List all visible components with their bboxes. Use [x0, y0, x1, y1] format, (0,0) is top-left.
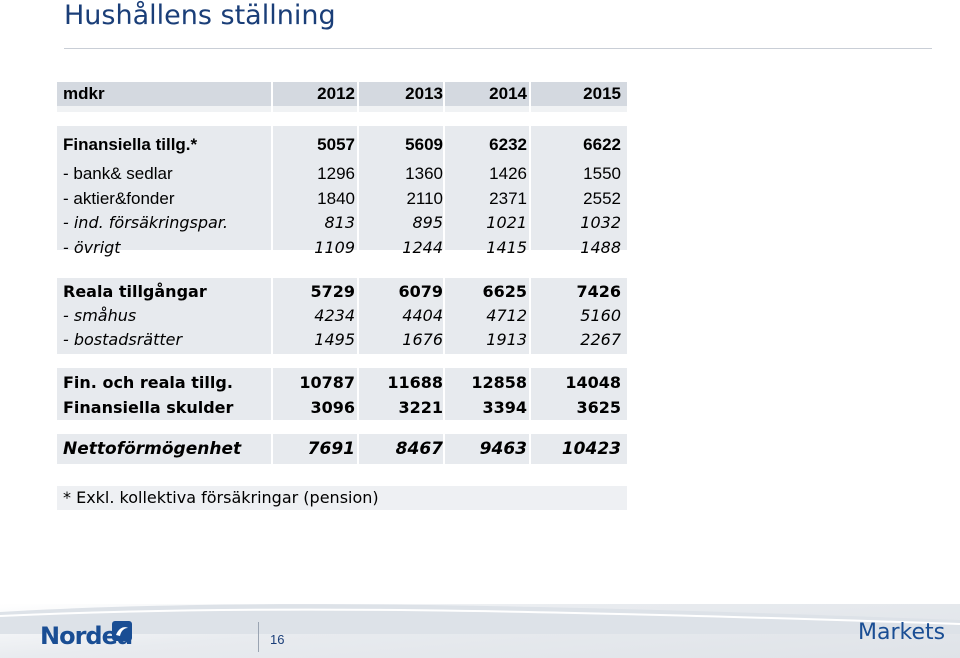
table-row: - aktier&fonder 1840 2110 2371 2552 [57, 188, 627, 210]
column-divider [443, 82, 445, 486]
table-row: Finansiella skulder 3096 3221 3394 3625 [57, 397, 627, 419]
row-value: 10423 [561, 439, 621, 459]
table-row: Reala tillgångar 5729 6079 6625 7426 [57, 281, 627, 303]
row-value: 12858 [471, 373, 527, 392]
row-label: Fin. och reala tillg. [63, 373, 233, 392]
row-label: - övrigt [63, 238, 121, 257]
row-value: 5057 [317, 135, 355, 154]
column-divider [271, 82, 273, 486]
row-value: 3221 [398, 398, 443, 417]
row-value: 3096 [310, 398, 355, 417]
row-label: - bostadsrätter [63, 330, 183, 349]
column-divider [357, 82, 359, 486]
header-2013: 2013 [405, 84, 443, 103]
row-value: 9463 [479, 439, 527, 459]
row-value: 1360 [405, 164, 443, 183]
row-value: 5729 [310, 282, 355, 301]
table-row: Nettoförmögenhet 7691 8467 9463 10423 [57, 438, 627, 460]
row-value: 3394 [482, 398, 527, 417]
table-row: Fin. och reala tillg. 10787 11688 12858 … [57, 372, 627, 394]
row-value: 2267 [580, 330, 621, 349]
markets-logo: Markets [858, 620, 946, 645]
row-value: 1244 [402, 238, 443, 257]
row-value: 1021 [486, 213, 527, 232]
financial-assets-band [57, 126, 627, 250]
header-label: mdkr [63, 84, 105, 103]
row-value: 1495 [314, 330, 355, 349]
row-value: 2110 [406, 189, 443, 208]
row-value: 8467 [395, 439, 443, 459]
row-label: - ind. försäkringspar. [63, 213, 228, 232]
nordea-logo-icon [112, 621, 132, 641]
row-label: - småhus [63, 306, 137, 325]
title-divider [64, 48, 932, 49]
table-row: - övrigt 1109 1244 1415 1488 [57, 237, 627, 259]
row-label: Finansiella tillg.* [63, 135, 198, 154]
table-row: - bank& sedlar 1296 1360 1426 1550 [57, 163, 627, 185]
page-title: Hushållens ställning [64, 0, 336, 31]
row-value: 10787 [299, 373, 355, 392]
net-worth-band [57, 434, 627, 464]
row-value: 1032 [580, 213, 621, 232]
row-label: Reala tillgångar [63, 282, 207, 301]
table-row: Finansiella tillg.* 5057 5609 6232 6622 [57, 134, 627, 156]
row-value: 813 [324, 213, 355, 232]
column-divider [529, 82, 531, 486]
table-row: - ind. försäkringspar. 813 895 1021 1032 [57, 212, 627, 234]
row-value: 1296 [317, 164, 355, 183]
footer-swoosh [0, 604, 960, 634]
footnote-band: * Exkl. kollektiva försäkringar (pension… [57, 486, 627, 510]
row-value: 11688 [387, 373, 443, 392]
row-value: 4234 [314, 306, 355, 325]
row-value: 7691 [307, 439, 355, 459]
separator [57, 106, 627, 112]
row-value: 14048 [565, 373, 621, 392]
header-2012: 2012 [317, 84, 355, 103]
row-value: 1426 [489, 164, 527, 183]
totals-band [57, 368, 627, 420]
row-label: Nettoförmögenhet [63, 439, 242, 459]
row-value: 2552 [583, 189, 621, 208]
row-value: 1676 [402, 330, 443, 349]
table-header-band [57, 82, 627, 106]
page-number: 16 [270, 632, 285, 647]
table-row: - bostadsrätter 1495 1676 1913 2267 [57, 329, 627, 351]
page-divider [258, 622, 259, 652]
row-value: 1415 [486, 238, 527, 257]
row-value: 1913 [486, 330, 527, 349]
row-value: 6079 [398, 282, 443, 301]
row-label: - bank& sedlar [63, 164, 173, 183]
table-row: - småhus 4234 4404 4712 5160 [57, 305, 627, 327]
header-2015: 2015 [583, 84, 621, 103]
row-label: Finansiella skulder [63, 398, 234, 417]
row-value: 1840 [317, 189, 355, 208]
table-header-row: mdkr 2012 2013 2014 2015 [57, 83, 627, 105]
row-value: 3625 [576, 398, 621, 417]
row-value: 2371 [489, 189, 527, 208]
row-value: 5160 [580, 306, 621, 325]
row-value: 6622 [583, 135, 621, 154]
row-value: 1109 [314, 238, 355, 257]
row-value: 1488 [580, 238, 621, 257]
row-value: 1550 [583, 164, 621, 183]
row-value: 5609 [405, 135, 443, 154]
row-label: - aktier&fonder [63, 189, 175, 208]
row-value: 4404 [402, 306, 443, 325]
footnote: * Exkl. kollektiva försäkringar (pension… [63, 488, 379, 507]
real-assets-band [57, 278, 627, 354]
header-2014: 2014 [489, 84, 527, 103]
row-value: 6625 [482, 282, 527, 301]
row-value: 895 [412, 213, 443, 232]
row-value: 6232 [489, 135, 527, 154]
row-value: 7426 [576, 282, 621, 301]
row-value: 4712 [486, 306, 527, 325]
